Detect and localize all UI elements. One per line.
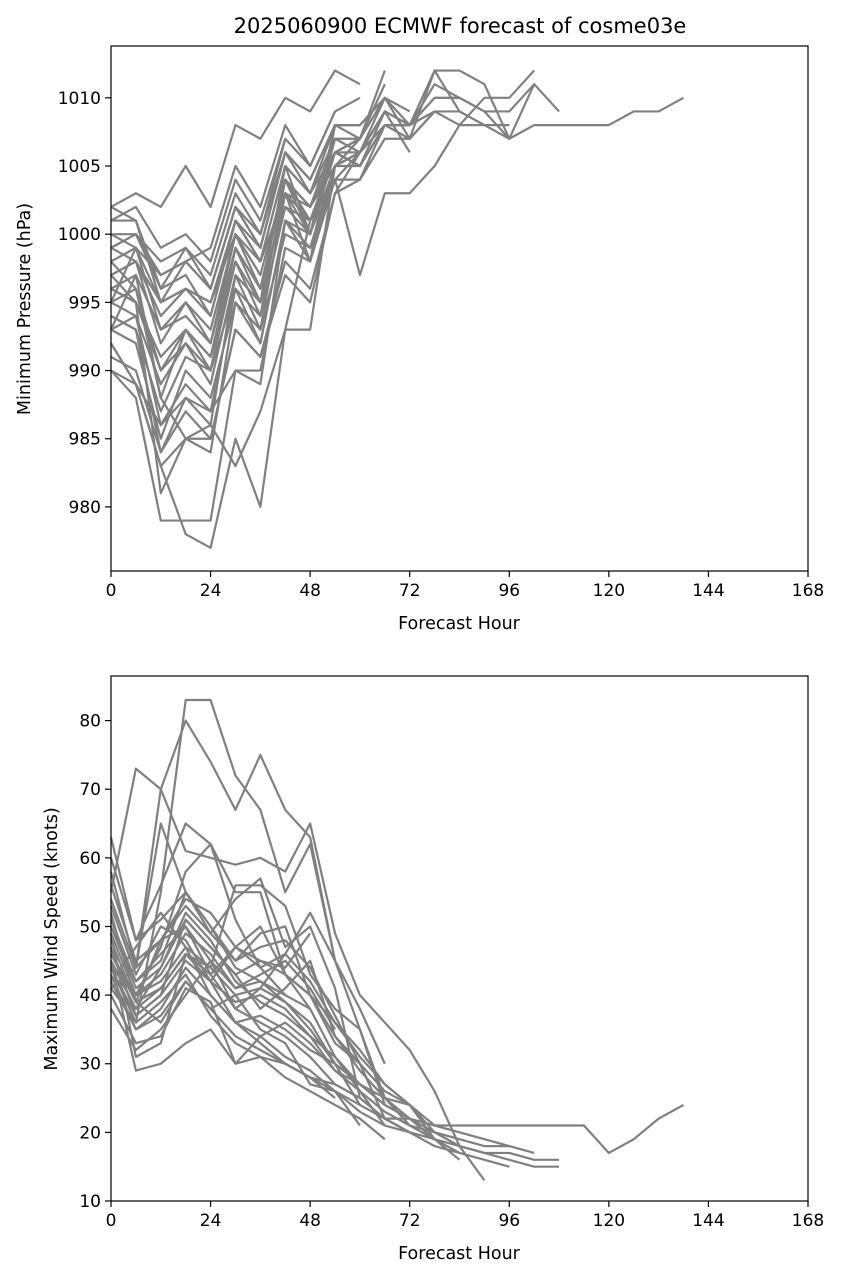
wind-x-tick-label: 0 [106, 1211, 117, 1231]
wind-ensemble-member-line [109, 698, 386, 1065]
pressure-y-tick-label: 1000 [58, 225, 101, 245]
wind-ensemble-member-line [109, 918, 411, 1120]
pressure-plot-area [109, 69, 685, 549]
wind-x-tick-label: 24 [200, 1211, 222, 1231]
wind-x-ticks: 0 24 48 72 96 120 144 168 [106, 1201, 824, 1231]
wind-ensemble-member-line [109, 857, 311, 1010]
wind-ensemble-member-line [110, 980, 336, 1099]
wind-panel: 0 24 48 72 96 120 144 168 10 20 30 40 50 60 70 80 Fore… [42, 675, 824, 1264]
pressure-y-tick-label: 1010 [58, 89, 101, 109]
pressure-x-tick-label: 96 [498, 581, 520, 601]
pressure-x-tick-label: 72 [399, 581, 421, 601]
pressure-x-tick-label: 120 [593, 581, 625, 601]
pressure-ensemble-member-line [110, 165, 337, 549]
wind-y-tick-label: 80 [79, 712, 101, 732]
pressure-ensemble-member-line [110, 97, 386, 427]
wind-y-tick-label: 60 [79, 849, 101, 869]
wind-x-tick-label: 96 [498, 1211, 520, 1231]
wind-y-tick-label: 20 [79, 1123, 101, 1143]
wind-ensemble-member-line [110, 973, 386, 1141]
wind-x-tick-label: 168 [792, 1211, 824, 1231]
wind-y-axis-label: Maximum Wind Speed (knots) [42, 807, 62, 1070]
wind-ensemble-member-line [109, 767, 486, 1182]
wind-y-tick-label: 10 [79, 1192, 101, 1212]
wind-y-tick-label: 40 [79, 986, 101, 1006]
pressure-ensemble-member-line [111, 69, 535, 290]
chart-title: 2025060900 ECMWF forecast of cosme03e [234, 14, 687, 38]
wind-x-tick-label: 120 [593, 1211, 625, 1231]
wind-ensemble-member-line [110, 843, 287, 997]
wind-ensemble-member-line [109, 932, 361, 1106]
wind-y-tick-label: 30 [79, 1055, 101, 1075]
pressure-ensemble-member-line [110, 97, 386, 372]
pressure-y-ticks: 980 985 990 995 1000 1005 1010 [58, 89, 111, 518]
pressure-panel: 2025060900 ECMWF forecast of cosme03e 0 2… [15, 14, 824, 634]
pressure-y-tick-label: 980 [69, 498, 101, 518]
wind-ensemble-member-line [110, 959, 510, 1168]
wind-ensemble-member-line [109, 898, 361, 1065]
pressure-ensemble-member-line [110, 110, 436, 427]
pressure-y-tick-label: 985 [69, 430, 101, 450]
pressure-ensemble-member-line [110, 137, 361, 399]
pressure-ensemble-member-line [109, 96, 685, 345]
pressure-x-tick-label: 0 [106, 581, 117, 601]
pressure-ensemble-member-line [110, 124, 386, 454]
pressure-y-tick-label: 990 [69, 362, 101, 382]
pressure-x-axis-label: Forecast Hour [398, 614, 521, 634]
wind-y-ticks: 10 20 30 40 50 60 70 80 [79, 712, 111, 1212]
pressure-x-tick-label: 24 [200, 581, 222, 601]
wind-axes-frame [110, 675, 809, 1202]
pressure-x-ticks: 0 24 48 72 96 120 144 168 [106, 571, 824, 601]
wind-ensemble-member-line [109, 884, 535, 1155]
wind-x-tick-label: 72 [399, 1211, 421, 1231]
pressure-y-tick-label: 995 [69, 293, 101, 313]
pressure-ensemble-member-line [110, 123, 410, 413]
wind-y-tick-label: 50 [79, 917, 101, 937]
wind-ensemble-member-line [110, 932, 436, 1134]
pressure-y-tick-label: 1005 [58, 157, 101, 177]
wind-ensemble-member-line [110, 952, 386, 1127]
pressure-x-tick-label: 48 [299, 581, 321, 601]
wind-plot-area [109, 698, 685, 1182]
wind-x-tick-label: 144 [692, 1211, 724, 1231]
pressure-ensemble-member-line [110, 96, 411, 290]
wind-ensemble-member-line [110, 719, 386, 1106]
pressure-x-tick-label: 144 [692, 581, 724, 601]
wind-ensemble-member-line [109, 919, 336, 1030]
pressure-axes-frame [110, 45, 809, 572]
pressure-ensemble-member-line [110, 138, 287, 263]
pressure-y-axis-label: Minimum Pressure (hPa) [15, 203, 35, 415]
wind-ensemble-member-line [109, 822, 362, 1099]
pressure-x-tick-label: 168 [792, 581, 824, 601]
wind-ensemble-member-line [109, 966, 336, 1065]
pressure-ensemble-member-line [110, 69, 361, 209]
wind-x-axis-label: Forecast Hour [398, 1244, 521, 1264]
wind-x-tick-label: 48 [299, 1211, 321, 1231]
wind-y-tick-label: 70 [79, 780, 101, 800]
